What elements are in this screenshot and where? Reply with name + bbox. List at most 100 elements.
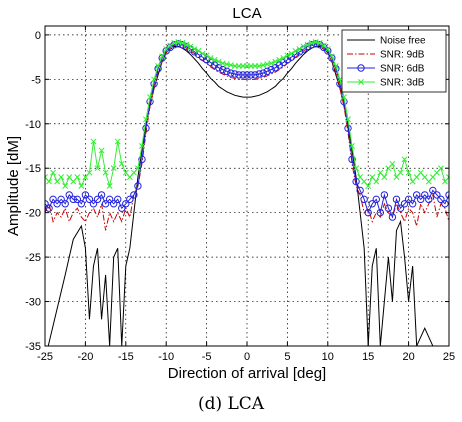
data-point bbox=[247, 71, 255, 79]
y-tick-label: 0 bbox=[35, 30, 41, 42]
y-tick-label: -25 bbox=[25, 252, 41, 264]
data-point bbox=[86, 169, 93, 176]
x-tick-label: 20 bbox=[402, 351, 414, 363]
data-point bbox=[324, 46, 331, 53]
data-point bbox=[396, 204, 405, 212]
chart-figure: -25 -20 -15 -10 -5 0 5 10 15 20 250-5-10-15-20-25-… bbox=[5, 5, 455, 382]
data-point bbox=[89, 200, 98, 208]
tick-marks: -25 -20 -15 -10 -5 0 5 10 15 20 250-5-10-15-20-25-… bbox=[25, 26, 455, 363]
data-point bbox=[155, 63, 162, 69]
data-point bbox=[211, 56, 218, 63]
data-point bbox=[316, 39, 323, 46]
data-point bbox=[50, 169, 57, 176]
data-point bbox=[74, 174, 81, 181]
data-point bbox=[207, 55, 214, 61]
y-axis-label: Amplitude [dM] bbox=[5, 136, 22, 236]
data-point bbox=[429, 186, 437, 195]
data-point bbox=[328, 53, 335, 60]
data-point bbox=[110, 165, 117, 172]
data-point bbox=[364, 208, 372, 217]
data-point bbox=[268, 60, 275, 67]
data-point bbox=[151, 76, 158, 83]
series-line bbox=[45, 43, 449, 231]
y-tick-label: -20 bbox=[25, 208, 41, 220]
data-point bbox=[288, 50, 295, 57]
data-point bbox=[167, 42, 174, 49]
data-point bbox=[404, 195, 413, 204]
data-point bbox=[324, 47, 332, 55]
x-tick-label: -25 bbox=[37, 351, 53, 363]
legend: Noise free SNR: 9dB SNR: 6dB SNR: 3dB bbox=[341, 29, 447, 93]
data-point bbox=[139, 143, 145, 149]
data-point bbox=[53, 200, 61, 208]
data-point bbox=[263, 67, 271, 76]
data-point bbox=[446, 174, 449, 181]
series-2 bbox=[45, 40, 449, 221]
series-1 bbox=[45, 43, 449, 231]
data-point bbox=[199, 50, 206, 57]
data-point bbox=[191, 46, 198, 53]
data-point bbox=[332, 63, 339, 69]
data-point bbox=[98, 147, 105, 154]
data-point bbox=[341, 94, 347, 101]
data-point bbox=[183, 41, 190, 48]
data-point bbox=[78, 183, 85, 189]
x-axis-label: Direction of arrival [deg] bbox=[168, 365, 326, 382]
data-point bbox=[235, 71, 243, 79]
legend-marker bbox=[358, 79, 364, 85]
legend-label: SNR: 3dB bbox=[380, 78, 425, 89]
data-point bbox=[134, 165, 141, 172]
data-point bbox=[159, 53, 166, 60]
series-0 bbox=[47, 45, 446, 346]
x-tick-label: 15 bbox=[362, 351, 374, 363]
data-point bbox=[93, 195, 102, 204]
data-point bbox=[102, 169, 109, 176]
data-point bbox=[65, 191, 73, 199]
x-tick-label: 10 bbox=[322, 351, 334, 363]
data-point bbox=[352, 177, 360, 186]
x-tick-label: -15 bbox=[118, 351, 134, 363]
data-point bbox=[412, 191, 421, 199]
x-tick-label: -20 bbox=[77, 351, 93, 363]
data-point bbox=[243, 71, 251, 79]
data-point bbox=[368, 200, 376, 208]
data-point bbox=[284, 52, 291, 59]
data-point bbox=[147, 94, 153, 101]
data-point bbox=[195, 47, 202, 54]
data-point bbox=[400, 200, 409, 208]
data-point bbox=[251, 71, 259, 79]
data-point bbox=[348, 155, 356, 164]
legend-label: SNR: 9dB bbox=[380, 50, 425, 61]
data-point bbox=[106, 183, 113, 189]
data-point bbox=[417, 195, 425, 204]
data-point bbox=[276, 56, 283, 63]
data-point bbox=[105, 195, 114, 204]
data-point bbox=[179, 39, 186, 46]
data-point bbox=[392, 195, 401, 204]
data-point bbox=[437, 195, 445, 204]
data-point bbox=[219, 65, 227, 74]
data-point bbox=[58, 174, 65, 181]
data-point bbox=[90, 138, 97, 145]
data-point bbox=[397, 169, 404, 176]
data-point bbox=[187, 43, 194, 50]
data-point bbox=[231, 70, 239, 78]
data-point bbox=[62, 183, 69, 189]
data-point bbox=[304, 41, 311, 48]
y-tick-label: -5 bbox=[31, 74, 41, 86]
data-point bbox=[45, 204, 53, 212]
data-point bbox=[122, 200, 130, 208]
data-point bbox=[405, 169, 412, 176]
data-point bbox=[109, 200, 118, 208]
data-point bbox=[227, 69, 235, 77]
data-point bbox=[46, 178, 52, 185]
data-point bbox=[255, 70, 263, 78]
data-point bbox=[118, 160, 125, 167]
y-tick-label: -10 bbox=[25, 119, 41, 131]
data-point bbox=[81, 191, 90, 199]
data-point bbox=[142, 124, 150, 132]
data-point bbox=[215, 64, 223, 72]
data-point bbox=[61, 200, 69, 208]
data-point bbox=[349, 143, 355, 149]
x-tick-label: 0 bbox=[244, 351, 250, 363]
